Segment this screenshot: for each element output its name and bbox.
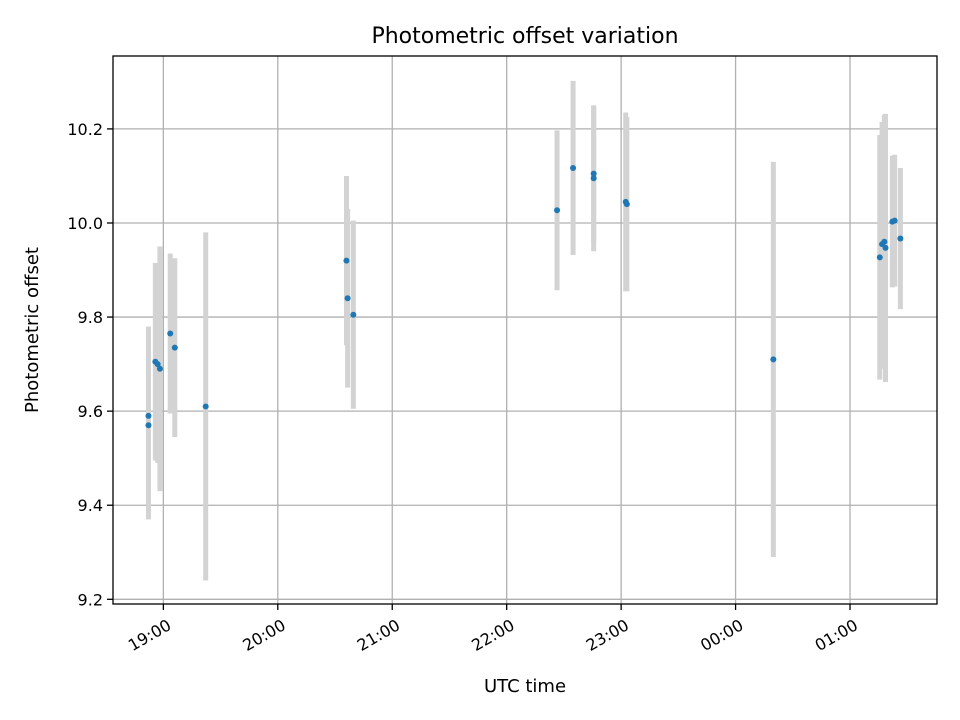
data-point (882, 244, 889, 251)
data-point (202, 403, 209, 410)
data-point (623, 201, 630, 208)
y-tick-label: 9.4 (78, 496, 103, 515)
data-point (590, 170, 597, 177)
data-point (891, 217, 898, 224)
data-point (156, 365, 163, 372)
data-point (770, 356, 777, 363)
x-axis-label: UTC time (484, 676, 566, 697)
data-point (876, 254, 883, 261)
y-axis: 9.2 9.4 9.6 9.8 10.0 10.2 (67, 120, 113, 609)
data-point (881, 238, 888, 245)
data-point (154, 361, 161, 368)
data-point (897, 235, 904, 242)
point-layer (145, 164, 904, 429)
data-point (343, 257, 350, 264)
data-point (167, 330, 174, 337)
y-axis-label: Photometric offset (22, 247, 43, 413)
y-tick-label: 9.6 (78, 402, 103, 421)
plot-frame (112, 55, 938, 605)
data-point (145, 412, 152, 419)
data-point (570, 164, 577, 171)
data-point (350, 311, 357, 318)
chart-title: Photometric offset variation (371, 24, 678, 49)
y-tick-label: 9.2 (78, 590, 103, 609)
data-point (145, 422, 152, 429)
data-point (171, 344, 178, 351)
y-tick-label: 10.0 (67, 214, 103, 233)
y-tick-label: 9.8 (78, 308, 103, 327)
y-tick-label: 10.2 (67, 120, 103, 139)
data-point (344, 295, 351, 302)
grid-layer (113, 56, 937, 604)
data-point (554, 207, 561, 214)
data-point (590, 175, 597, 182)
